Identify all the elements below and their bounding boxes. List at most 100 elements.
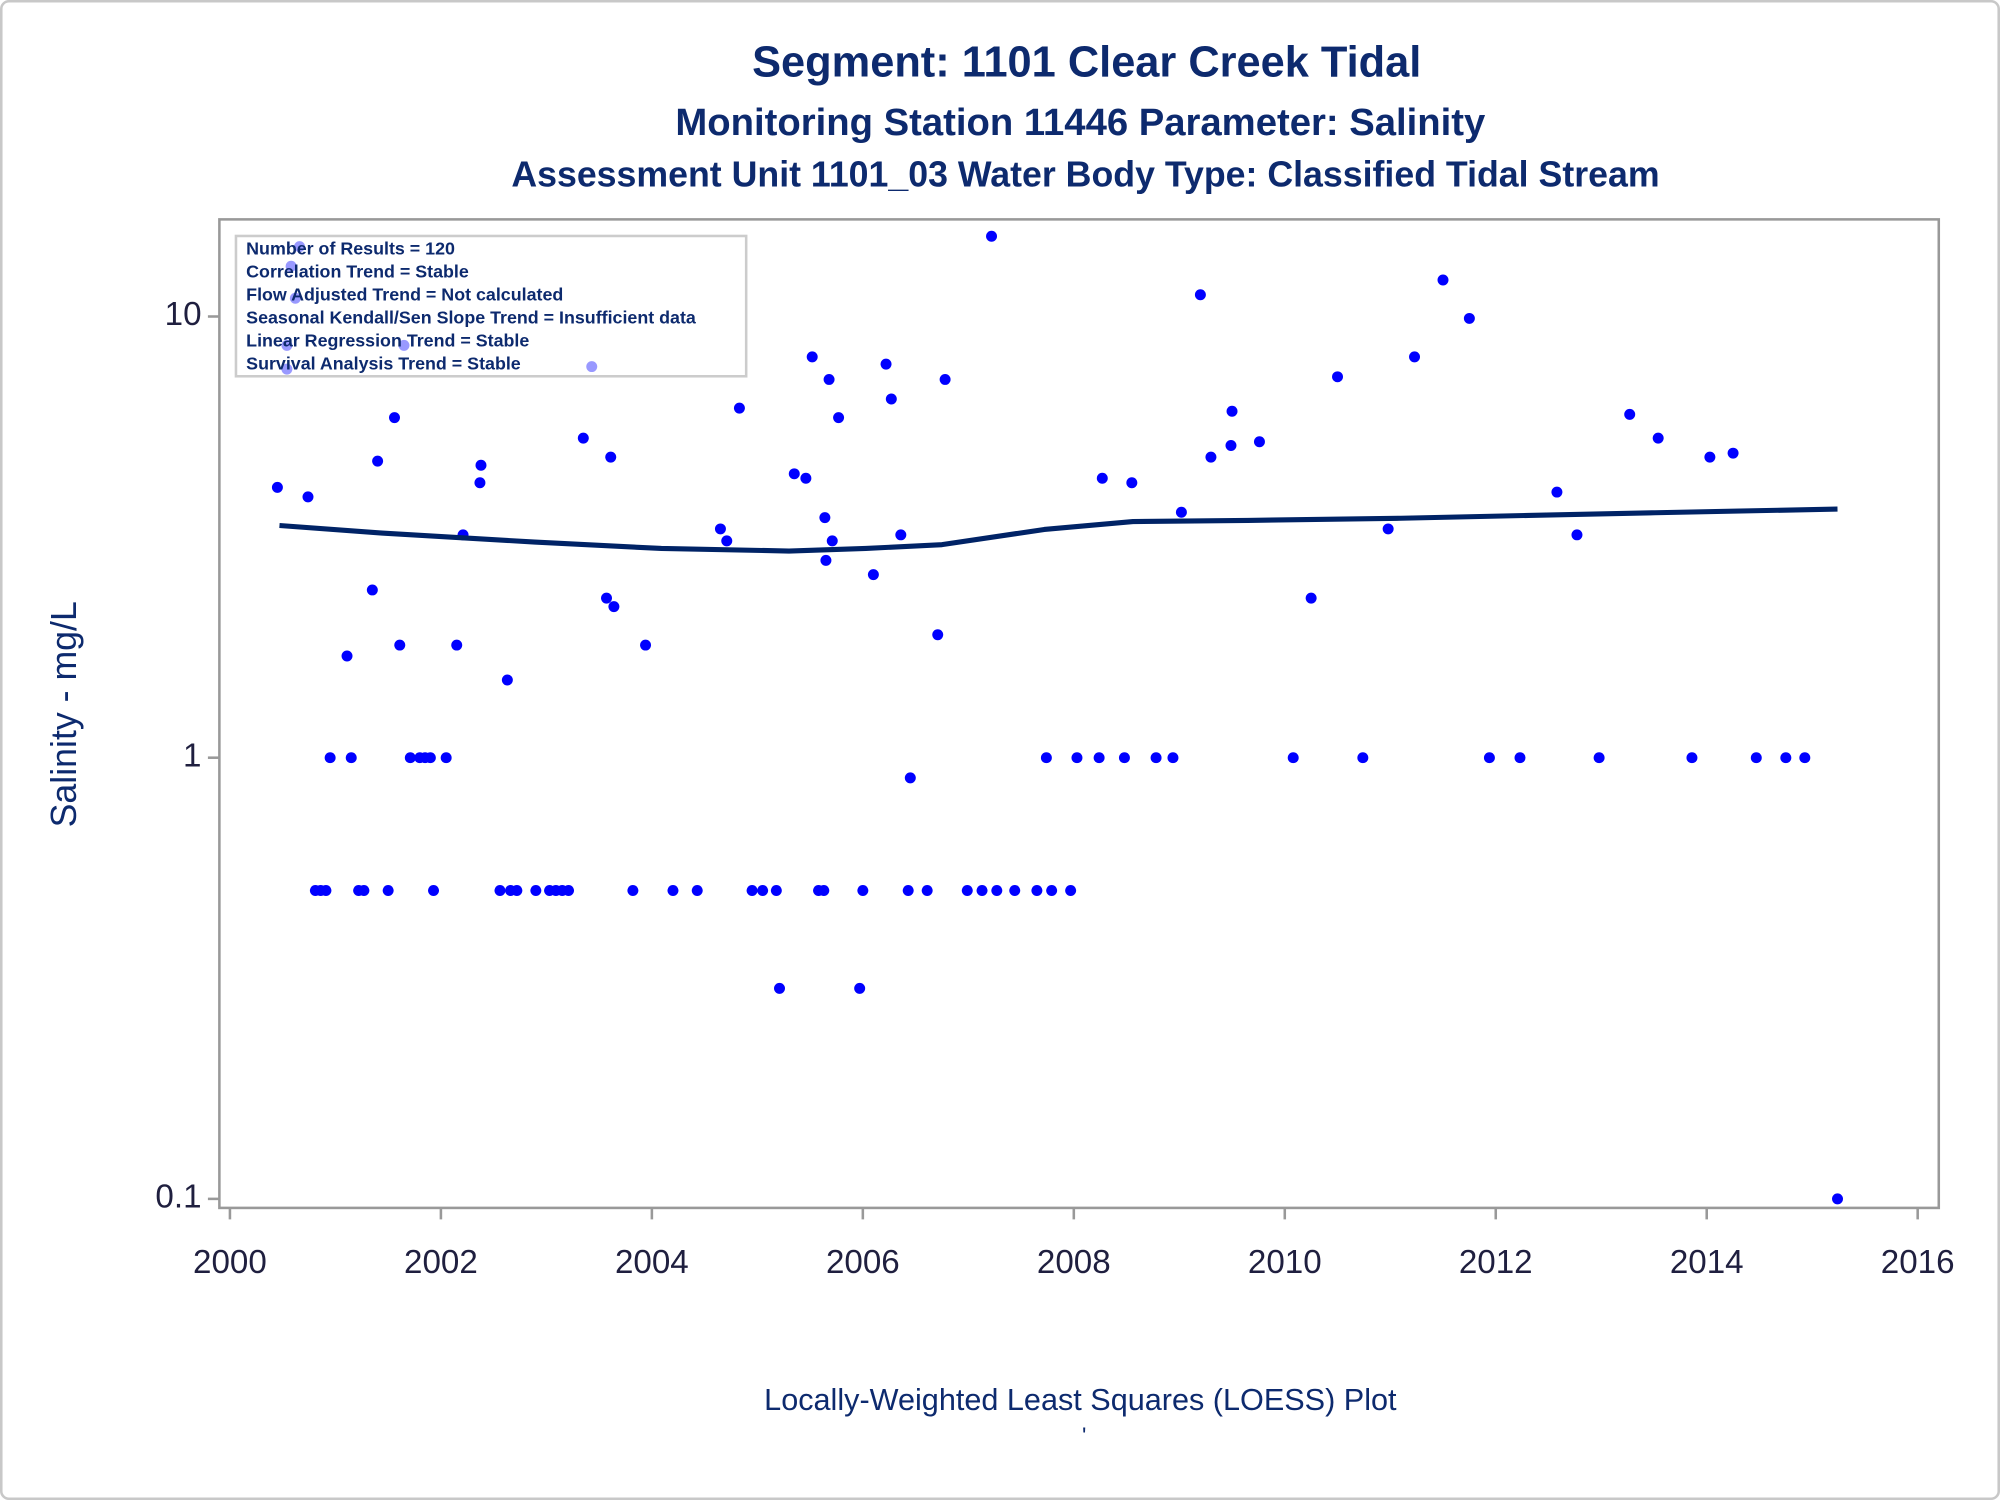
info-text: Survival Analysis Trend = Stable xyxy=(246,354,521,374)
data-point xyxy=(428,885,440,896)
x-tick-label: 2000 xyxy=(193,1244,267,1281)
data-point xyxy=(826,535,838,547)
chart-title: Segment: 1101 Clear Creek Tidal xyxy=(752,39,1421,87)
data-point xyxy=(1126,477,1138,489)
data-point xyxy=(1046,885,1058,896)
data-point xyxy=(1799,752,1811,764)
data-point xyxy=(1009,885,1021,896)
data-point xyxy=(389,412,400,424)
data-point xyxy=(1253,436,1265,448)
data-point xyxy=(1205,451,1217,463)
data-point xyxy=(366,584,378,596)
data-point xyxy=(867,569,879,581)
data-point xyxy=(1483,752,1495,764)
data-point xyxy=(1571,529,1583,541)
data-point xyxy=(1409,351,1421,363)
data-point xyxy=(605,451,617,463)
data-point xyxy=(394,639,406,651)
data-point xyxy=(563,885,575,896)
data-point xyxy=(976,885,988,896)
data-point xyxy=(324,752,336,764)
y-tick-label: 10 xyxy=(165,296,202,333)
data-point xyxy=(757,885,769,896)
data-point xyxy=(1071,752,1083,764)
data-point xyxy=(895,529,907,541)
y-tick-label: 1 xyxy=(183,737,201,774)
data-point xyxy=(991,885,1003,896)
data-point xyxy=(800,472,812,484)
data-point xyxy=(358,885,370,896)
data-point xyxy=(1031,885,1043,896)
chart-subtitle: Monitoring Station 11446 Parameter: Sali… xyxy=(675,101,1486,144)
data-point xyxy=(1382,523,1394,535)
plot-frame xyxy=(218,218,1941,1210)
data-point xyxy=(819,512,831,524)
data-point xyxy=(494,885,506,896)
data-point xyxy=(904,772,916,784)
chart-subtitle: Assessment Unit 1101_03 Water Body Type:… xyxy=(511,155,1659,195)
data-point xyxy=(1287,752,1299,764)
data-point xyxy=(1652,432,1664,444)
data-point xyxy=(1750,752,1762,764)
data-point xyxy=(1514,752,1526,764)
data-point xyxy=(788,468,800,480)
data-point xyxy=(341,650,353,662)
data-point xyxy=(1624,408,1636,420)
data-point xyxy=(601,592,612,604)
data-point xyxy=(530,885,542,896)
data-point xyxy=(424,752,436,764)
data-point xyxy=(1096,472,1108,484)
data-point xyxy=(714,523,726,535)
data-point xyxy=(1225,440,1237,452)
data-point xyxy=(511,885,523,896)
data-point xyxy=(320,885,332,896)
data-point xyxy=(302,491,314,503)
data-point xyxy=(451,639,463,651)
data-point xyxy=(961,885,973,896)
y-axis-label: Salinity - mg/L xyxy=(44,601,84,827)
data-point xyxy=(733,402,745,414)
data-point xyxy=(774,982,785,994)
data-point xyxy=(404,752,416,764)
data-point xyxy=(640,639,652,651)
data-point xyxy=(1593,752,1605,764)
data-point xyxy=(501,674,513,686)
data-point xyxy=(818,885,830,896)
data-point xyxy=(577,432,589,444)
data-point xyxy=(627,885,639,896)
data-point xyxy=(1167,752,1179,764)
data-point xyxy=(854,982,866,994)
data-point xyxy=(271,481,283,493)
data-point xyxy=(932,629,944,641)
data-point xyxy=(823,373,835,385)
data-point xyxy=(1150,752,1162,764)
data-point xyxy=(691,885,703,896)
loess-line xyxy=(279,506,1838,554)
footnote: Locally-Weighted Least Squares (LOESS) P… xyxy=(764,1383,1397,1417)
data-point xyxy=(721,535,733,547)
data-point xyxy=(833,412,845,424)
x-tick-label: 2016 xyxy=(1881,1244,1955,1281)
data-point xyxy=(1686,752,1698,764)
info-box xyxy=(234,234,748,378)
data-point xyxy=(1093,752,1105,764)
data-point xyxy=(1551,486,1563,498)
y-tick-label: 0.1 xyxy=(155,1179,201,1216)
info-text: Correlation Trend = Stable xyxy=(246,262,469,282)
data-point xyxy=(1463,312,1475,324)
data-point xyxy=(1704,451,1716,463)
data-point xyxy=(770,885,782,896)
x-tick-label: 2010 xyxy=(1248,1244,1322,1281)
data-point xyxy=(1226,405,1238,417)
data-point xyxy=(902,885,914,896)
data-point xyxy=(1727,447,1739,459)
info-text: Linear Regression Trend = Stable xyxy=(246,331,529,351)
data-point xyxy=(372,455,384,467)
x-tick-label: 2004 xyxy=(615,1244,689,1281)
data-point xyxy=(857,885,869,896)
data-point xyxy=(608,601,620,613)
data-point xyxy=(939,373,951,385)
data-point xyxy=(820,554,832,566)
data-point xyxy=(475,459,487,471)
